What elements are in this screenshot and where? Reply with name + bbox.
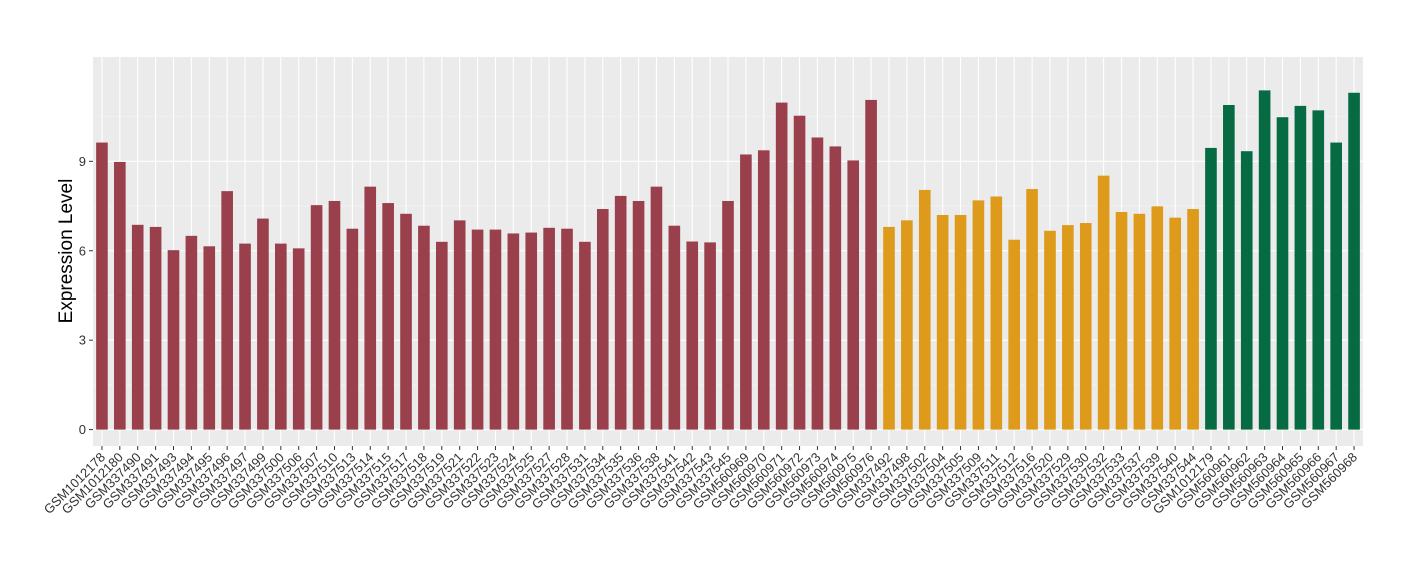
bar	[221, 191, 233, 430]
bar	[1276, 117, 1289, 430]
bar	[722, 200, 734, 430]
bar	[704, 242, 716, 430]
bar	[740, 154, 752, 430]
bar	[275, 243, 287, 430]
bar	[972, 200, 985, 430]
bar	[1205, 147, 1217, 430]
bar	[865, 99, 877, 430]
bar	[185, 235, 198, 430]
y-axis-label: Expression Level	[56, 179, 77, 324]
bar	[418, 225, 430, 430]
bar	[1079, 223, 1092, 430]
bar	[918, 189, 931, 430]
bar	[453, 220, 466, 430]
bar	[1330, 142, 1342, 430]
bar	[793, 115, 806, 430]
y-tick-label: 9	[79, 154, 86, 169]
bar	[435, 241, 448, 430]
bar	[310, 205, 323, 430]
bar	[489, 229, 502, 430]
bar	[1062, 225, 1074, 430]
bar	[686, 241, 699, 430]
bars	[96, 90, 1360, 430]
bar	[1240, 151, 1253, 430]
bar	[990, 196, 1003, 430]
bar	[829, 146, 842, 430]
bar	[1097, 175, 1110, 430]
bar	[525, 232, 538, 430]
bar	[1169, 217, 1181, 430]
bar	[1312, 110, 1325, 430]
bar	[149, 226, 162, 430]
bar	[757, 150, 770, 430]
bar	[96, 142, 108, 430]
bar	[1294, 105, 1307, 430]
bar	[203, 246, 216, 430]
bar	[328, 200, 341, 430]
bar	[883, 226, 895, 430]
bar	[901, 220, 913, 430]
bar	[346, 228, 359, 430]
x-axis: GSM1012178GSM1012180GSM337490GSM337491GS…	[41, 446, 1360, 517]
bar	[1348, 92, 1360, 430]
bar	[1115, 212, 1128, 430]
bar	[650, 186, 663, 430]
bar	[400, 213, 412, 430]
bar	[364, 186, 377, 430]
bar	[1026, 189, 1038, 430]
bar	[579, 241, 591, 430]
bar	[1151, 206, 1164, 430]
bar	[775, 102, 788, 430]
bar	[1133, 213, 1146, 430]
bar	[382, 203, 394, 430]
bar	[811, 137, 824, 430]
y-tick-label: 0	[79, 422, 86, 437]
bar	[543, 227, 555, 430]
bar	[632, 200, 645, 430]
bar	[1258, 90, 1271, 430]
bar	[114, 161, 126, 430]
bar	[1223, 104, 1235, 430]
bar	[507, 233, 520, 430]
bar	[292, 248, 305, 430]
bar	[936, 214, 949, 430]
y-tick-label: 6	[79, 243, 86, 258]
bar	[1187, 209, 1199, 430]
bar	[131, 224, 144, 430]
y-axis: 0 3 6 9	[79, 154, 93, 437]
bar	[167, 250, 180, 430]
bar	[954, 214, 967, 430]
bar	[1008, 239, 1021, 430]
bar	[239, 243, 251, 430]
bar	[561, 228, 573, 430]
bar	[847, 160, 860, 430]
bar	[257, 218, 269, 430]
bar	[1044, 230, 1056, 430]
bar	[614, 195, 627, 430]
y-tick-label: 3	[79, 333, 86, 348]
bar	[471, 229, 484, 430]
bar	[668, 225, 681, 430]
bar	[596, 209, 609, 430]
